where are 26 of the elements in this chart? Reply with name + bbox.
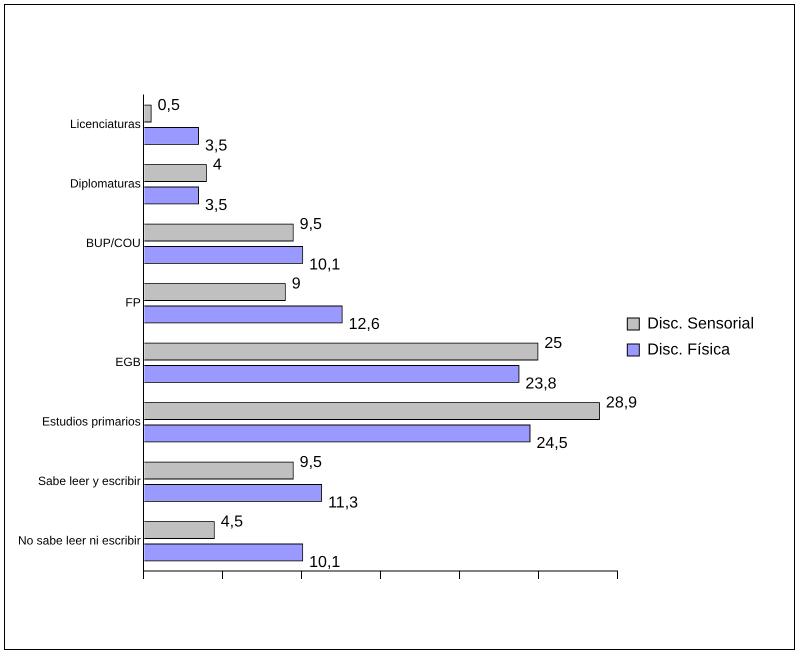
data-label: 9,5 <box>300 216 322 233</box>
data-label: 24,5 <box>536 434 568 452</box>
data-label: 0,5 <box>158 97 180 114</box>
data-label: 4 <box>212 156 222 174</box>
data-label: 9 <box>292 276 301 292</box>
y-tick-label: Sabe leer y escribir <box>38 474 141 488</box>
y-tick-label: FP <box>125 296 141 310</box>
data-label: 12,6 <box>348 316 380 333</box>
data-label: 28,9 <box>606 394 638 412</box>
y-tick-label: No sabe leer ni escribir <box>18 534 141 548</box>
y-tick-label: Licenciaturas <box>70 117 141 132</box>
y-tick-label: Diplomaturas <box>70 176 141 191</box>
data-label: 10,1 <box>309 554 340 571</box>
data-label: 10,1 <box>309 256 340 274</box>
y-tick-label: Estudios primarios <box>42 414 141 429</box>
data-label: 23,8 <box>525 375 557 392</box>
data-label: 9,5 <box>300 454 322 471</box>
data-label: 11,3 <box>328 494 358 512</box>
y-tick-label: EGB <box>115 355 141 370</box>
data-label: 3,5 <box>204 196 228 214</box>
data-label: 4,5 <box>220 514 244 530</box>
legend-label: Disc. Sensorial <box>647 315 754 332</box>
data-label: 25 <box>544 335 562 352</box>
legend-label: Disc. Física <box>647 341 730 358</box>
y-tick-label: BUP/COU <box>86 236 141 250</box>
data-label: 3,5 <box>204 137 228 154</box>
